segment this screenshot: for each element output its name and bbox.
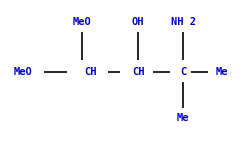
Text: CH: CH: [84, 67, 96, 77]
Text: MeO: MeO: [14, 67, 33, 77]
Text: C: C: [180, 67, 186, 77]
Text: OH: OH: [132, 17, 144, 27]
Text: Me: Me: [216, 67, 228, 77]
Text: MeO: MeO: [73, 17, 91, 27]
Text: CH: CH: [132, 67, 144, 77]
Text: NH 2: NH 2: [171, 17, 196, 27]
Text: Me: Me: [177, 113, 189, 123]
